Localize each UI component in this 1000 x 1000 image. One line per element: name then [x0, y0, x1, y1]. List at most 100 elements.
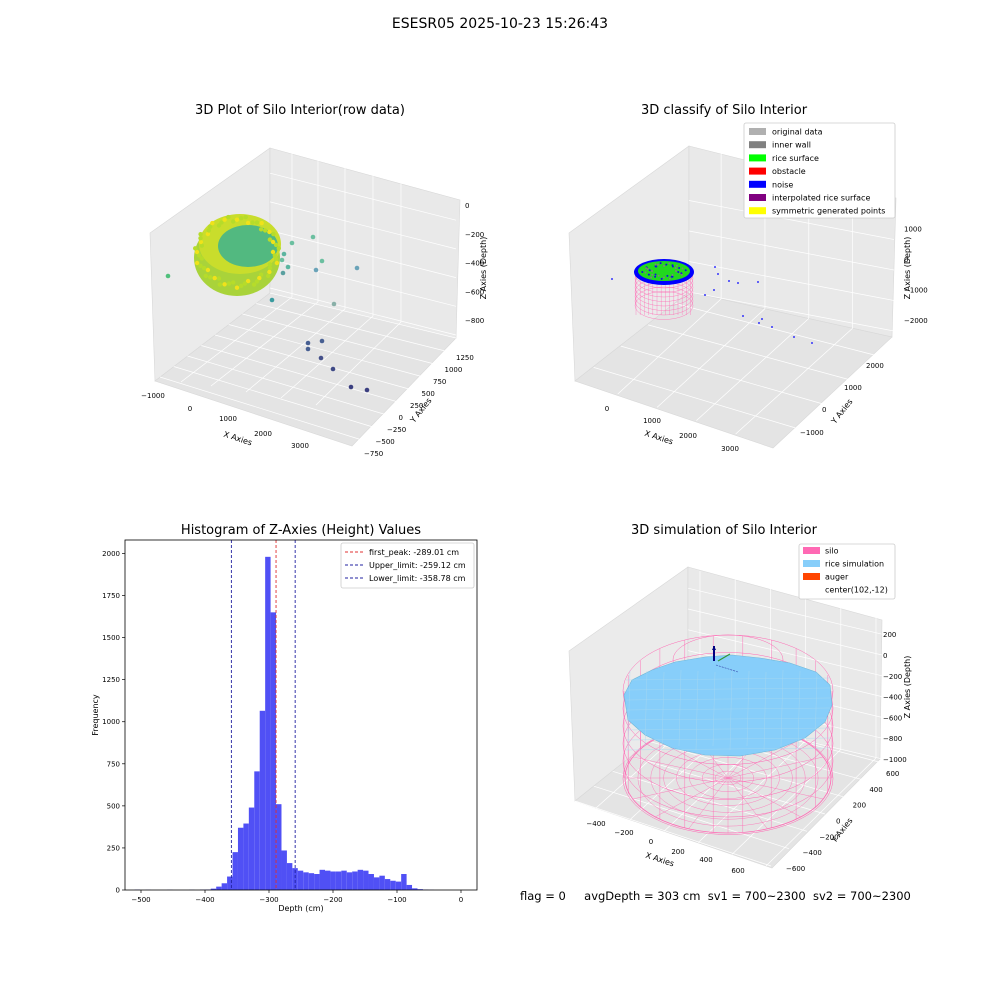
histogram-bar — [384, 879, 391, 890]
class-mixed-point — [665, 263, 668, 266]
histogram-x-tick: −200 — [323, 896, 342, 904]
raw-surface-point — [270, 249, 276, 255]
raw-gridline-z — [269, 172, 457, 221]
sim-rice-grid — [625, 727, 831, 731]
class-gridline-z — [688, 200, 895, 240]
sim-rice-grid — [625, 737, 831, 741]
class-y-tick: 2000 — [866, 362, 884, 370]
raw-gridline-y — [228, 324, 421, 377]
raw-x-tick: −1000 — [141, 392, 165, 400]
class-mixed-point — [659, 262, 662, 265]
class-legend: original data inner wall rice surface obsta… — [743, 122, 896, 219]
sim-gridline-y — [631, 756, 826, 815]
class-z-tick: −1000 — [904, 287, 928, 295]
class-mixed-point — [651, 273, 654, 276]
raw-scatter-point — [313, 267, 319, 273]
raw-surface-point — [216, 223, 222, 228]
raw-surface-point — [198, 239, 204, 245]
class-x-label: X Axies — [643, 429, 674, 447]
histogram-bar — [281, 850, 287, 890]
raw-scatter-point — [285, 264, 291, 270]
raw-surface-point — [250, 220, 255, 225]
raw-surface-point — [219, 220, 224, 225]
histogram-y-tick: 1750 — [102, 592, 120, 600]
sim-silo-ring — [622, 652, 834, 765]
raw-surface-point — [270, 239, 276, 245]
raw-gridline-z — [269, 201, 457, 250]
class-z-tick: 1000 — [904, 226, 922, 234]
raw-gridline-z — [269, 230, 457, 278]
sim-x-tick: 200 — [671, 848, 684, 856]
histogram-legend-frame — [340, 542, 475, 589]
class-mixed-point — [651, 270, 653, 272]
histogram-x-tick: −300 — [259, 896, 278, 904]
histogram-y-tick: 250 — [107, 844, 120, 852]
raw-gridline-z — [269, 287, 457, 336]
sim-z-tick: −200 — [883, 673, 902, 681]
raw-gridline-z — [269, 258, 457, 307]
panel-raw-3d: 3D Plot of Silo Interior(row data) −1000… — [0, 0, 500, 500]
raw-surface-point — [245, 220, 251, 226]
class-noise-point — [714, 266, 716, 268]
class-noise-point — [811, 342, 813, 344]
class-noise-point — [611, 278, 613, 280]
sim-legend-swatch — [803, 560, 820, 567]
sim-legend-frame — [798, 543, 896, 600]
sim-z-tick: −600 — [883, 714, 902, 722]
raw-surface-point — [254, 279, 260, 284]
histogram-bar — [406, 884, 413, 890]
sim-rice-grid — [814, 671, 818, 747]
raw-surface-point — [194, 249, 200, 255]
sim-legend-label: center(102,-12) — [825, 586, 888, 595]
raw-surface-point — [273, 256, 279, 262]
raw-surface-point — [201, 265, 207, 271]
raw-z-label: Z Axies (Depth) — [479, 237, 488, 300]
histogram-bar — [265, 556, 271, 890]
class-noise-point — [757, 281, 759, 283]
raw-surface-point — [216, 276, 222, 281]
footer-sv1: sv1 = 700~2300 — [707, 889, 806, 903]
raw-scatter-point — [330, 366, 336, 372]
sim-z-tick: 200 — [883, 631, 896, 639]
class-silo-ring — [634, 291, 694, 320]
class-mixed-point — [668, 262, 671, 265]
class-legend-label: interpolated rice surface — [772, 194, 870, 203]
raw-scatter-point — [165, 273, 171, 279]
histogram-y-tick: 750 — [107, 760, 120, 768]
raw-surface-point — [193, 246, 198, 251]
raw-scatter-point — [310, 234, 316, 240]
class-x-tick: 0 — [605, 405, 609, 413]
histogram-bar — [325, 870, 331, 890]
class-noise-point — [728, 280, 730, 282]
sim-y-tick: 0 — [836, 818, 840, 826]
histogram-bar — [363, 870, 369, 890]
class-legend-label: rice surface — [772, 154, 819, 163]
histogram-y-label: Frequency — [91, 694, 100, 736]
sim-silo-spoke — [632, 756, 729, 779]
raw-scatter-point — [331, 301, 337, 307]
raw-surface-point — [226, 214, 231, 220]
class-mixed-point — [684, 269, 687, 272]
class-x-tick: 2000 — [679, 432, 697, 440]
sim-gridline-y — [593, 785, 790, 849]
histogram-bar — [227, 876, 233, 890]
raw-z-tick: −200 — [465, 231, 484, 239]
class-gridline-x — [656, 308, 766, 408]
class-y-tick: −1000 — [800, 429, 824, 437]
sim-gridline-z — [687, 629, 883, 677]
class-gridline-y — [675, 303, 875, 356]
sim-rice-grid — [780, 669, 784, 747]
sim-x-tick: 400 — [699, 856, 712, 864]
raw-x-tick: 0 — [188, 405, 192, 413]
raw-scatter-point — [305, 346, 311, 352]
class-z-tick: 0 — [904, 256, 908, 264]
raw-surface-point — [251, 282, 257, 287]
class-y-tick: 1000 — [844, 384, 862, 392]
raw-x-tick: 3000 — [291, 442, 309, 450]
class-legend-label: noise — [772, 180, 793, 189]
sim-silo-spoke — [655, 777, 729, 818]
histogram-bar — [248, 807, 255, 890]
class-mixed-point — [654, 275, 657, 278]
figure-title: ESESR05 2025-10-23 15:26:43 — [391, 16, 609, 32]
raw-y-tick: 250 — [410, 402, 423, 410]
